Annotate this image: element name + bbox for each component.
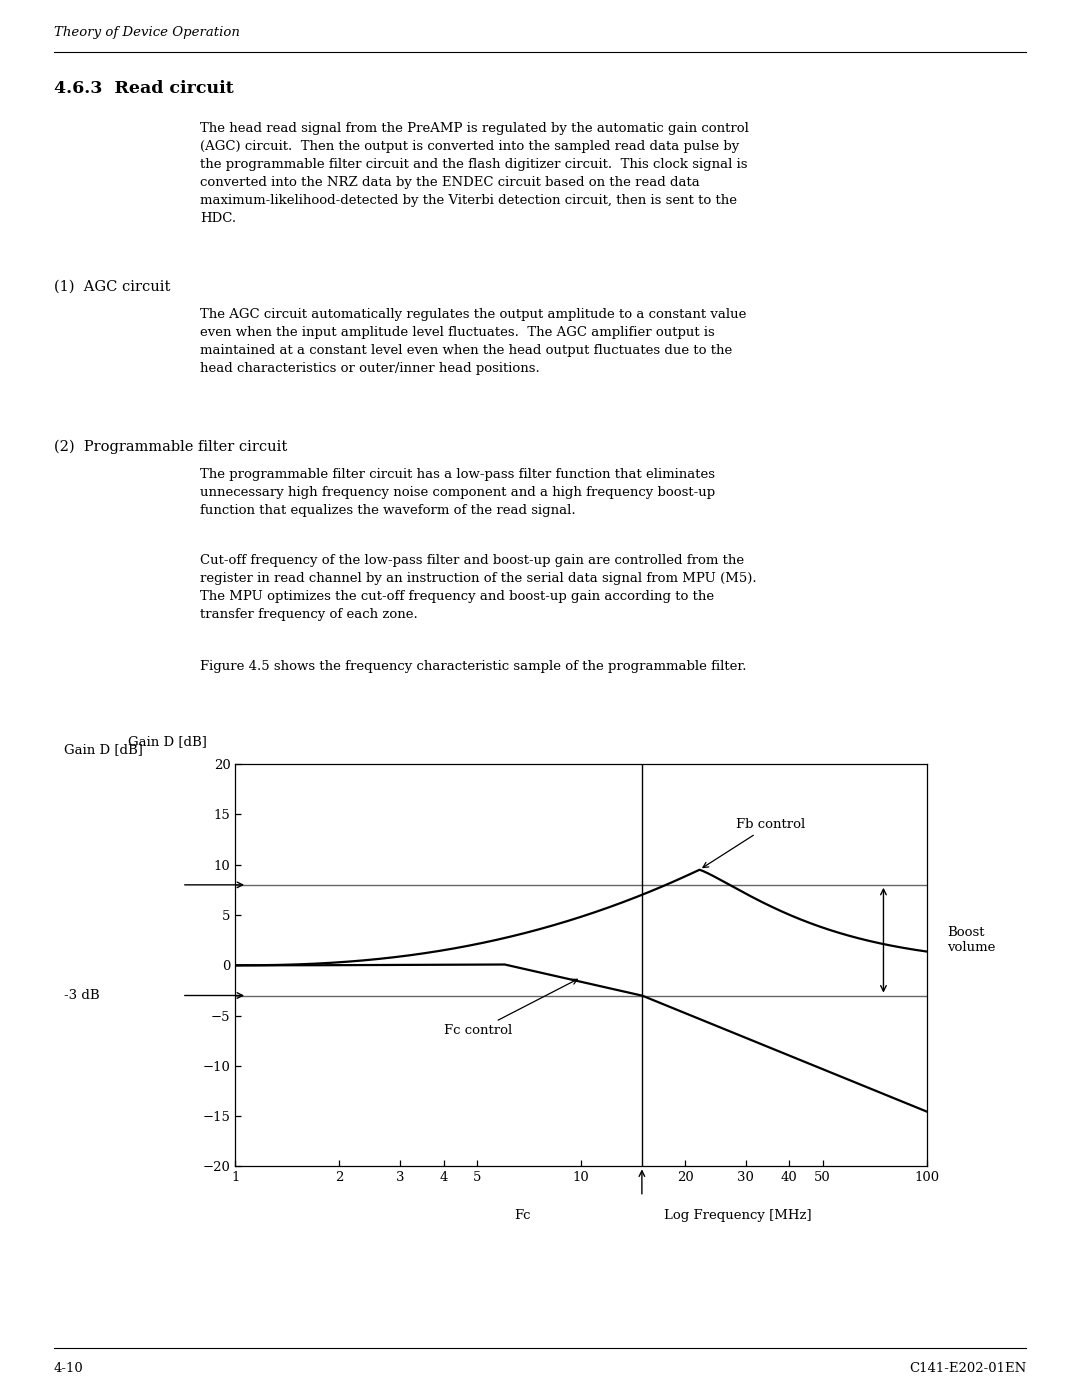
Text: (1)  AGC circuit: (1) AGC circuit: [54, 279, 171, 293]
Text: Fb control: Fb control: [703, 819, 805, 868]
Text: Fc: Fc: [514, 1208, 530, 1222]
Text: (2)  Programmable filter circuit: (2) Programmable filter circuit: [54, 440, 287, 454]
Text: function that equalizes the waveform of the read signal.: function that equalizes the waveform of …: [200, 504, 576, 517]
Text: the programmable filter circuit and the flash digitizer circuit.  This clock sig: the programmable filter circuit and the …: [200, 158, 747, 170]
Text: even when the input amplitude level fluctuates.  The AGC amplifier output is: even when the input amplitude level fluc…: [200, 326, 715, 339]
Text: Cut-off frequency of the low-pass filter and boost-up gain are controlled from t: Cut-off frequency of the low-pass filter…: [200, 555, 744, 567]
Text: The programmable filter circuit has a low-pass filter function that eliminates: The programmable filter circuit has a lo…: [200, 468, 715, 481]
Text: (AGC) circuit.  Then the output is converted into the sampled read data pulse by: (AGC) circuit. Then the output is conver…: [200, 140, 739, 154]
Text: Boost
volume: Boost volume: [947, 926, 996, 954]
Text: 4.6.3  Read circuit: 4.6.3 Read circuit: [54, 80, 233, 96]
Text: Fc control: Fc control: [444, 979, 578, 1037]
Text: register in read channel by an instruction of the serial data signal from MPU (M: register in read channel by an instructi…: [200, 571, 757, 585]
Text: Log Frequency [MHz]: Log Frequency [MHz]: [664, 1208, 811, 1222]
Text: -3 dB: -3 dB: [64, 989, 99, 1002]
Text: head characteristics or outer/inner head positions.: head characteristics or outer/inner head…: [200, 362, 540, 374]
Text: transfer frequency of each zone.: transfer frequency of each zone.: [200, 608, 418, 622]
Text: Figure 4.5  Frequency characteristic of programmable filter: Figure 4.5 Frequency characteristic of p…: [284, 1105, 796, 1119]
Text: maintained at a constant level even when the head output fluctuates due to the: maintained at a constant level even when…: [200, 344, 732, 358]
Text: Figure 4.5 shows the frequency characteristic sample of the programmable filter.: Figure 4.5 shows the frequency character…: [200, 659, 746, 673]
Text: HDC.: HDC.: [200, 212, 237, 225]
Text: The head read signal from the PreAMP is regulated by the automatic gain control: The head read signal from the PreAMP is …: [200, 122, 748, 136]
Text: C141-E202-01EN: C141-E202-01EN: [908, 1362, 1026, 1375]
Text: 4-10: 4-10: [54, 1362, 84, 1375]
Text: The AGC circuit automatically regulates the output amplitude to a constant value: The AGC circuit automatically regulates …: [200, 307, 746, 321]
Text: The MPU optimizes the cut-off frequency and boost-up gain according to the: The MPU optimizes the cut-off frequency …: [200, 590, 714, 604]
Text: Gain D [dB]: Gain D [dB]: [64, 743, 143, 756]
Text: Gain D [dB]: Gain D [dB]: [129, 735, 207, 747]
Text: maximum-likelihood-detected by the Viterbi detection circuit, then is sent to th: maximum-likelihood-detected by the Viter…: [200, 194, 737, 207]
Text: unnecessary high frequency noise component and a high frequency boost-up: unnecessary high frequency noise compone…: [200, 486, 715, 499]
Text: converted into the NRZ data by the ENDEC circuit based on the read data: converted into the NRZ data by the ENDEC…: [200, 176, 700, 189]
Text: Theory of Device Operation: Theory of Device Operation: [54, 27, 240, 39]
